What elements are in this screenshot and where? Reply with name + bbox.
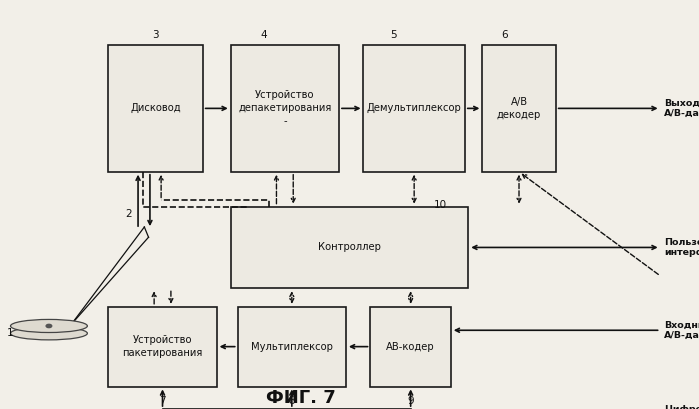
Bar: [482, 45, 556, 172]
Text: Устройство
пакетирования: Устройство пакетирования: [122, 335, 203, 358]
Bar: [108, 307, 217, 387]
Text: ФИГ. 7: ФИГ. 7: [266, 389, 336, 407]
Text: Мультиплексор: Мультиплексор: [251, 342, 333, 352]
Text: 7: 7: [159, 396, 166, 406]
Text: А/В
декодер: А/В декодер: [497, 97, 541, 120]
Text: 8: 8: [289, 396, 295, 406]
Ellipse shape: [10, 319, 87, 333]
Text: Выходные
А/В-данные: Выходные А/В-данные: [664, 99, 699, 118]
Text: 9: 9: [408, 396, 414, 406]
Bar: [108, 45, 203, 172]
Text: АВ-кодер: АВ-кодер: [387, 342, 435, 352]
Text: Устройство
депакетирования
-: Устройство депакетирования -: [238, 90, 331, 126]
Ellipse shape: [10, 327, 87, 340]
Bar: [231, 45, 339, 172]
Text: 3: 3: [152, 30, 159, 40]
Text: Дисковод: Дисковод: [130, 103, 181, 113]
Bar: [231, 207, 468, 288]
Text: 2: 2: [125, 209, 131, 219]
Text: 4: 4: [261, 30, 267, 40]
Text: 6: 6: [502, 30, 508, 40]
Text: Пользовательский
интерфейс: Пользовательский интерфейс: [664, 238, 699, 257]
Bar: [363, 45, 465, 172]
Text: 10: 10: [434, 200, 447, 209]
Text: 5: 5: [390, 30, 396, 40]
Text: 1: 1: [7, 328, 13, 338]
Text: Демультиплексор: Демультиплексор: [367, 103, 461, 113]
Text: Цифровые
входные данные: Цифровые входные данные: [664, 405, 699, 409]
Text: Входные
А/В-данные: Входные А/В-данные: [664, 321, 699, 340]
Bar: [370, 307, 451, 387]
Text: Контроллер: Контроллер: [318, 243, 381, 252]
Circle shape: [46, 324, 52, 328]
Bar: [238, 307, 346, 387]
